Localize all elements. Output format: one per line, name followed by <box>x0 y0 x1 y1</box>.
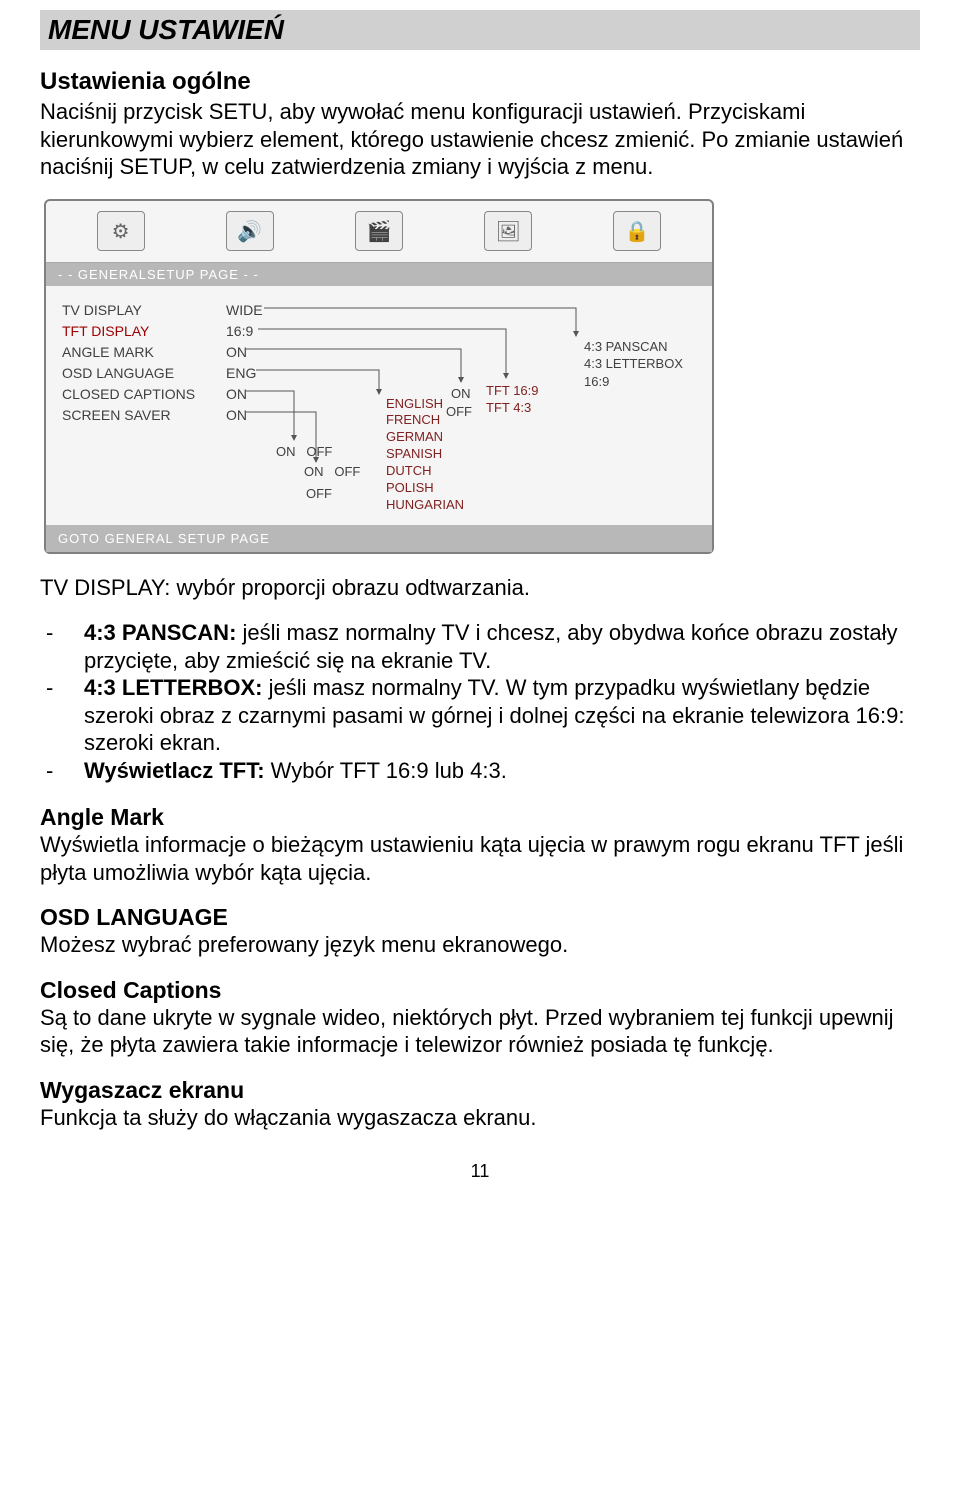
bullet-item: - Wyświetlacz TFT: Wybór TFT 16:9 lub 4:… <box>40 757 920 785</box>
tft-item: TFT 4:3 <box>486 399 539 417</box>
lang-item: DUTCH <box>386 463 464 480</box>
onoff-label: OFF <box>306 486 332 501</box>
setup-diagram: ⚙ 🔊 🎬 🖼 🔒 - - GENERALSETUP PAGE - - TV D… <box>44 199 714 554</box>
diagram-header-label: - - GENERALSETUP PAGE - - <box>46 263 712 286</box>
section-osd-language: OSD LANGUAGE Możesz wybrać preferowany j… <box>40 904 920 959</box>
setup-values: WIDE 16:9 ON ENG ON ON <box>226 300 263 426</box>
picture-icon: 🖼 <box>484 211 532 251</box>
row-label: CLOSED CAPTIONS <box>62 384 195 405</box>
diagram-icon-row: ⚙ 🔊 🎬 🖼 🔒 <box>46 201 712 263</box>
bullet-item: - 4:3 PANSCAN: jeśli masz normalny TV i … <box>40 619 920 674</box>
row-label: OSD LANGUAGE <box>62 363 195 384</box>
diagram-body: TV DISPLAY TFT DISPLAY ANGLE MARK OSD LA… <box>46 286 712 506</box>
lang-item: SPANISH <box>386 446 464 463</box>
onoff-label: ON OFF <box>304 464 360 479</box>
section-heading: OSD LANGUAGE <box>40 904 920 931</box>
tft-item: TFT 16:9 <box>486 382 539 400</box>
bullet-bold: Wyświetlacz TFT: <box>84 758 265 783</box>
bullet-dash: - <box>40 757 84 785</box>
tv-display-line: TV DISPLAY: wybór proporcji obrazu odtwa… <box>40 574 920 602</box>
row-val: ON <box>226 342 263 363</box>
diagram-footer-label: GOTO GENERAL SETUP PAGE <box>46 525 712 552</box>
lock-icon: 🔒 <box>613 211 661 251</box>
bullet-dash: - <box>40 674 84 757</box>
intro-heading: Ustawienia ogólne <box>40 68 920 96</box>
row-val: ON <box>226 384 263 405</box>
section-heading: Wygaszacz ekranu <box>40 1077 920 1104</box>
tft-list: TFT 16:9 TFT 4:3 <box>486 382 539 417</box>
bullet-list: - 4:3 PANSCAN: jeśli masz normalny TV i … <box>40 619 920 784</box>
intro-paragraph: Naciśnij przycisk SETU, aby wywołać menu… <box>40 98 920 181</box>
section-text: Możesz wybrać preferowany język menu ekr… <box>40 931 920 959</box>
page-number: 11 <box>40 1161 920 1182</box>
section-text: Są to dane ukryte w sygnale wideo, niekt… <box>40 1004 920 1059</box>
section-heading: Angle Mark <box>40 804 920 831</box>
page-title-bar: MENU USTAWIEŃ <box>40 10 920 50</box>
row-val: ENG <box>226 363 263 384</box>
panscan-item: 4:3 LETTERBOX <box>584 355 683 373</box>
row-val: 16:9 <box>226 321 263 342</box>
row-label: TFT DISPLAY <box>62 321 195 342</box>
section-screensaver: Wygaszacz ekranu Funkcja ta służy do włą… <box>40 1077 920 1132</box>
bullet-bold: 4:3 LETTERBOX: <box>84 675 262 700</box>
row-label: SCREEN SAVER <box>62 405 195 426</box>
setup-labels: TV DISPLAY TFT DISPLAY ANGLE MARK OSD LA… <box>62 300 195 426</box>
section-text: Funkcja ta służy do włączania wygaszacza… <box>40 1104 920 1132</box>
row-label: ANGLE MARK <box>62 342 195 363</box>
bullet-text: Wybór TFT 16:9 lub 4:3. <box>265 758 507 783</box>
bullet-item: - 4:3 LETTERBOX: jeśli masz normalny TV.… <box>40 674 920 757</box>
row-val: WIDE <box>226 300 263 321</box>
audio-icon: 🔊 <box>226 211 274 251</box>
onoff-label: ON OFF <box>276 444 332 459</box>
bullet-bold: 4:3 PANSCAN: <box>84 620 236 645</box>
onoff-label: ON <box>451 386 471 401</box>
video-icon: 🎬 <box>355 211 403 251</box>
row-label: TV DISPLAY <box>62 300 195 321</box>
bullet-dash: - <box>40 619 84 674</box>
settings-icon: ⚙ <box>97 211 145 251</box>
panscan-item: 4:3 PANSCAN <box>584 338 683 356</box>
section-heading: Closed Captions <box>40 977 920 1004</box>
lang-item: HUNGARIAN <box>386 497 464 514</box>
section-closed-captions: Closed Captions Są to dane ukryte w sygn… <box>40 977 920 1059</box>
intro-section: Ustawienia ogólne Naciśnij przycisk SETU… <box>40 68 920 181</box>
panscan-list: 4:3 PANSCAN 4:3 LETTERBOX 16:9 <box>584 338 683 391</box>
section-text: Wyświetla informacje o bieżącym ustawien… <box>40 831 920 886</box>
lang-item: POLISH <box>386 480 464 497</box>
section-angle-mark: Angle Mark Wyświetla informacje o bieżąc… <box>40 804 920 886</box>
lang-item: GERMAN <box>386 429 464 446</box>
panscan-item: 16:9 <box>584 373 683 391</box>
row-val: ON <box>226 405 263 426</box>
onoff-label: OFF <box>446 404 472 419</box>
